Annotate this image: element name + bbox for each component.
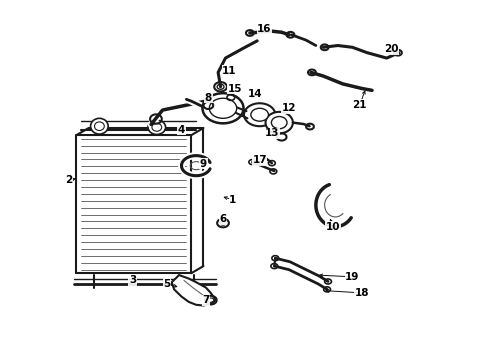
Text: 1: 1 (229, 195, 236, 205)
Text: 6: 6 (220, 215, 227, 224)
Text: 21: 21 (353, 100, 367, 110)
Ellipse shape (95, 122, 104, 131)
Text: 2: 2 (66, 175, 73, 185)
Polygon shape (172, 275, 216, 306)
Ellipse shape (251, 108, 269, 121)
Text: 11: 11 (222, 66, 237, 76)
Text: 10: 10 (326, 222, 340, 231)
Text: 13: 13 (265, 129, 279, 138)
Text: 20: 20 (384, 44, 399, 54)
Text: 4: 4 (178, 125, 185, 135)
Text: 15: 15 (228, 84, 243, 94)
Text: 14: 14 (247, 89, 262, 99)
Ellipse shape (266, 112, 293, 134)
Ellipse shape (91, 118, 108, 134)
Ellipse shape (202, 93, 244, 123)
Ellipse shape (271, 117, 287, 129)
Text: 7: 7 (202, 295, 210, 305)
Ellipse shape (152, 123, 162, 131)
Ellipse shape (244, 103, 275, 126)
Ellipse shape (217, 219, 229, 227)
Ellipse shape (148, 120, 166, 134)
Text: 16: 16 (257, 24, 272, 35)
Text: 9: 9 (200, 159, 207, 169)
Ellipse shape (209, 98, 237, 118)
Text: 3: 3 (129, 275, 136, 285)
Text: 19: 19 (345, 272, 360, 282)
Text: 18: 18 (355, 288, 369, 298)
Text: 17: 17 (252, 155, 267, 165)
Text: 8: 8 (205, 93, 212, 103)
Ellipse shape (220, 221, 226, 225)
Text: 12: 12 (282, 103, 296, 113)
Text: 5: 5 (163, 279, 171, 289)
